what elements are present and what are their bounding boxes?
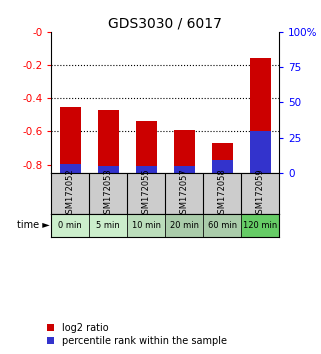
Text: 60 min: 60 min [208, 221, 237, 230]
Bar [250, 131, 271, 173]
Bar [89, 214, 127, 237]
Text: 0 min: 0 min [58, 221, 82, 230]
Bar [212, 143, 233, 173]
Text: GSM172059: GSM172059 [256, 168, 265, 219]
Text: GSM172052: GSM172052 [66, 168, 75, 219]
Text: GSM172055: GSM172055 [142, 168, 151, 219]
Bar [174, 166, 195, 173]
Bar [241, 214, 279, 237]
Text: GSM172058: GSM172058 [218, 168, 227, 219]
Bar [51, 214, 89, 237]
Bar [174, 130, 195, 173]
Bar [136, 166, 157, 173]
Bar [212, 160, 233, 173]
Bar [60, 107, 81, 173]
Bar [165, 214, 203, 237]
Bar [127, 214, 165, 237]
Bar [98, 166, 119, 173]
Text: 10 min: 10 min [132, 221, 161, 230]
Bar [136, 121, 157, 173]
Bar [60, 165, 81, 173]
Legend: log2 ratio, percentile rank within the sample: log2 ratio, percentile rank within the s… [47, 323, 227, 346]
Bar [250, 58, 271, 173]
Text: 5 min: 5 min [97, 221, 120, 230]
Text: GSM172053: GSM172053 [104, 168, 113, 219]
Text: time ►: time ► [17, 221, 49, 230]
Text: 120 min: 120 min [243, 221, 277, 230]
Text: 20 min: 20 min [170, 221, 199, 230]
Bar [98, 110, 119, 173]
Text: GSM172057: GSM172057 [180, 168, 189, 219]
Title: GDS3030 / 6017: GDS3030 / 6017 [108, 17, 222, 31]
Bar [203, 214, 241, 237]
